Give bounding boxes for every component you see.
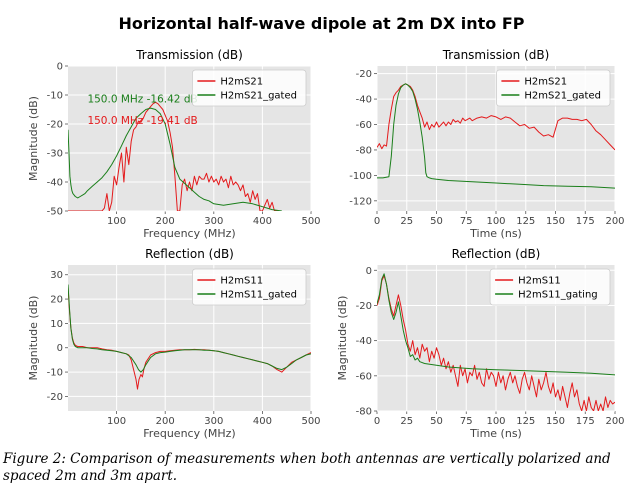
x-axis-label: Time (ns) xyxy=(469,427,522,440)
x-tick-label: 25 xyxy=(400,416,413,427)
x-tick-label: 200 xyxy=(605,216,624,227)
series-line-h2ms21-gated xyxy=(68,107,282,211)
legend-label: H2mS11_gated xyxy=(220,290,297,301)
x-tick-label: 200 xyxy=(156,216,175,227)
chart-br: 0 25 50 75 100 125 150 175 200 0 -20 -40 -60 -80 Refle… xyxy=(336,247,625,440)
y-tick-label: -50 xyxy=(47,207,63,218)
y-axis-label: Magnitude (dB) xyxy=(336,296,349,381)
chart-title: Reflection (dB) xyxy=(452,247,541,261)
chart-tl: 100 200 300 400 500 0 -10 -20 -30 -40 -50 Transmiss… xyxy=(27,48,321,240)
legend: H2mS21 H2mS21_gated xyxy=(191,69,307,107)
y-axis-label: Magnitude (dB) xyxy=(27,96,40,181)
x-tick-label: 100 xyxy=(486,416,505,427)
y-tick-label: -40 xyxy=(47,178,63,189)
series-group xyxy=(377,83,615,189)
x-tick-label: 200 xyxy=(605,416,624,427)
x-tick-label: 300 xyxy=(204,416,223,427)
series-group xyxy=(68,284,311,390)
x-tick-label: 0 xyxy=(374,416,380,427)
x-tick-label: 125 xyxy=(516,216,535,227)
x-tick-label: 50 xyxy=(430,416,443,427)
x-tick-label: 300 xyxy=(204,216,223,227)
x-tick-label: 175 xyxy=(576,416,595,427)
y-tick-label: -40 xyxy=(356,336,372,347)
series-line-h2ms11-gating xyxy=(377,273,615,376)
legend: H2mS11 H2mS11_gating xyxy=(489,268,611,306)
x-tick-label: 150 xyxy=(546,216,565,227)
x-tick-label: 150 xyxy=(546,416,565,427)
marker-annotation: 150.0 MHz -16.42 dB xyxy=(87,93,197,105)
y-tick-label: -60 xyxy=(356,371,372,382)
x-tick-label: 100 xyxy=(486,216,505,227)
legend-label: H2mS21_gated xyxy=(220,91,297,102)
x-tick-label: 50 xyxy=(430,216,443,227)
legend-box xyxy=(489,268,611,306)
x-tick-label: 125 xyxy=(516,416,535,427)
legend-label: H2mS21 xyxy=(220,77,263,88)
x-tick-label: 175 xyxy=(576,216,595,227)
y-tick-label: -20 xyxy=(356,301,372,312)
y-tick-label: -10 xyxy=(47,91,63,102)
legend-label: H2mS11 xyxy=(518,276,561,287)
y-tick-label: -80 xyxy=(356,145,372,156)
x-axis-label: Frequency (MHz) xyxy=(143,227,235,240)
legend-box xyxy=(191,268,307,306)
y-tick-label: -30 xyxy=(47,149,63,160)
chart-title: Transmission (dB) xyxy=(442,48,550,62)
x-tick-label: 100 xyxy=(107,416,126,427)
legend-label: H2mS11_gating xyxy=(518,290,598,301)
series-line-h2ms21-gated xyxy=(377,83,615,189)
legend-box xyxy=(191,69,307,107)
legend-label: H2mS21 xyxy=(524,77,567,88)
y-tick-label: -40 xyxy=(356,95,372,106)
chart-title: Transmission (dB) xyxy=(135,48,243,62)
x-axis-label: Time (ns) xyxy=(469,227,522,240)
x-tick-label: 400 xyxy=(253,416,272,427)
x-tick-label: 75 xyxy=(460,416,473,427)
y-tick-label: -10 xyxy=(47,368,63,379)
chart-tr: 0 25 50 75 100 125 150 175 200 -20 -40 -60 -80 -100 -1… xyxy=(349,48,624,240)
y-tick-label: -20 xyxy=(47,120,63,131)
y-tick-label: -60 xyxy=(356,120,372,131)
series-group xyxy=(377,273,615,411)
x-tick-label: 500 xyxy=(301,416,320,427)
y-tick-label: -80 xyxy=(356,407,372,418)
legend: H2mS11 H2mS11_gated xyxy=(191,268,307,306)
y-tick-label: 30 xyxy=(50,270,63,281)
y-tick-label: 0 xyxy=(366,266,372,277)
chart-title: Reflection (dB) xyxy=(145,247,234,261)
legend-label: H2mS21_gated xyxy=(524,91,601,102)
y-tick-label: -20 xyxy=(356,69,372,80)
legend-label: H2mS11 xyxy=(220,276,263,287)
x-tick-label: 100 xyxy=(107,216,126,227)
series-line-h2ms11-gated xyxy=(68,284,311,373)
y-tick-label: -100 xyxy=(349,171,372,182)
y-tick-label: 0 xyxy=(57,62,63,73)
y-tick-label: 0 xyxy=(57,343,63,354)
x-tick-label: 500 xyxy=(301,216,320,227)
y-tick-label: -20 xyxy=(47,392,63,403)
x-tick-label: 400 xyxy=(253,216,272,227)
x-tick-label: 25 xyxy=(400,216,413,227)
y-axis-label: Magnitude (dB) xyxy=(27,296,40,381)
figure-title: Horizontal half-wave dipole at 2m DX int… xyxy=(118,14,525,33)
legend: H2mS21 H2mS21_gated xyxy=(495,69,611,107)
y-tick-label: -120 xyxy=(349,196,372,207)
legend-box xyxy=(495,69,611,107)
series-line-h2ms11 xyxy=(377,275,615,411)
figure-canvas: 100 200 300 400 5000-10-20-30-40-50Transmiss… xyxy=(27,48,625,440)
y-tick-label: 20 xyxy=(50,295,63,306)
x-tick-label: 0 xyxy=(374,216,380,227)
x-tick-label: 75 xyxy=(460,216,473,227)
y-tick-label: 10 xyxy=(50,319,63,330)
x-tick-label: 200 xyxy=(156,416,175,427)
series-group xyxy=(68,101,282,211)
marker-annotation: 150.0 MHz -19.41 dB xyxy=(87,115,197,127)
figure-caption: Figure 2: Comparison of measurements whe… xyxy=(3,451,611,484)
x-axis-label: Frequency (MHz) xyxy=(143,427,235,440)
